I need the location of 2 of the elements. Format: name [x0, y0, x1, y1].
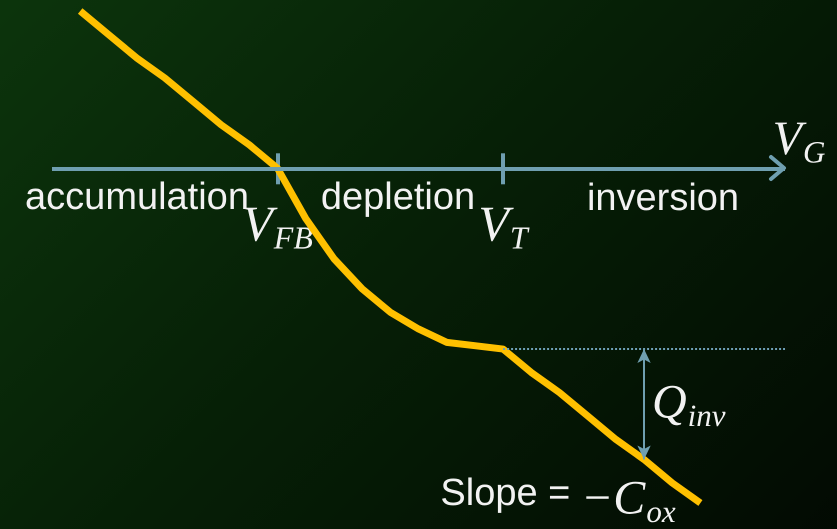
annotation: inversion	[586, 177, 740, 219]
annotation: depletion	[320, 176, 476, 218]
